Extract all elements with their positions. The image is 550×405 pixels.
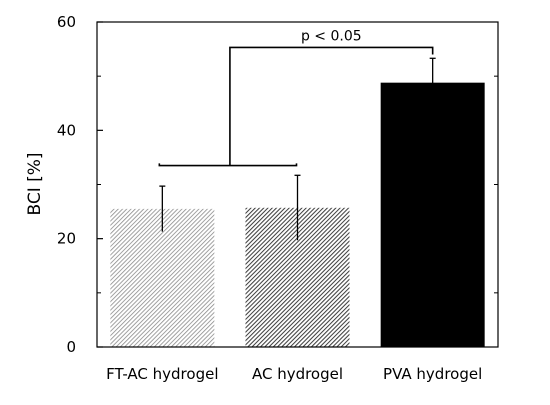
bar-pva-hydrogel: [380, 82, 485, 348]
category-label-ft-ac-hydrogel: FT-AC hydrogel: [106, 365, 218, 383]
significance-label: p < 0.05: [301, 28, 362, 44]
y-tick-label: 60: [57, 13, 76, 31]
bar-ft-ac-hydrogel: [110, 208, 215, 347]
x-axis-category-labels: FT-AC hydrogel AC hydrogel PVA hydrogel: [106, 365, 482, 383]
group-bracket: [158, 163, 298, 167]
category-label-pva-hydrogel: PVA hydrogel: [383, 365, 482, 383]
y-axis-ticks: 0 20 40 60: [57, 13, 498, 356]
category-label-ac-hydrogel: AC hydrogel: [252, 365, 343, 383]
error-bars-group: [159, 57, 436, 241]
significance-connector: [229, 46, 434, 166]
y-tick-label: 20: [57, 230, 76, 248]
y-axis-title: BCI [%]: [25, 152, 45, 215]
y-tick-label: 0: [66, 338, 76, 356]
significance-annotation: p < 0.05: [158, 28, 434, 167]
y-tick-label: 40: [57, 121, 76, 139]
bars-group: [110, 82, 485, 348]
